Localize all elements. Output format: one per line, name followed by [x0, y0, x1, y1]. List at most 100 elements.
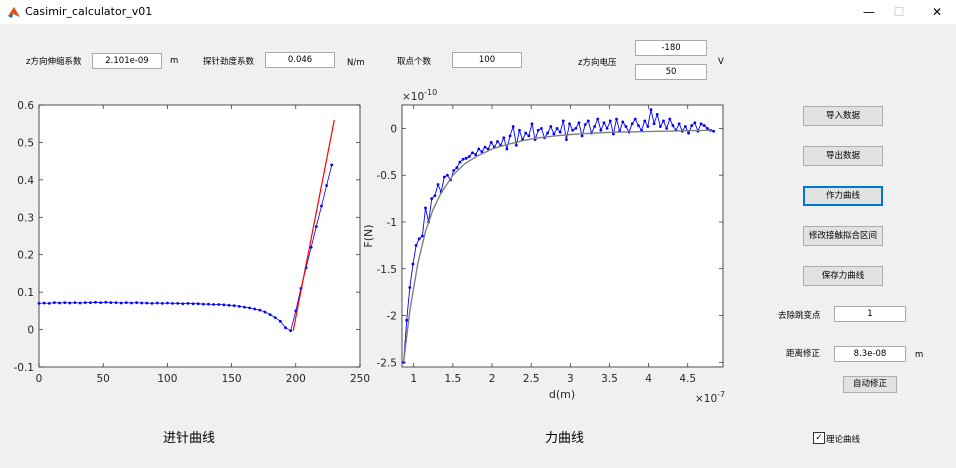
approach-data-point [263, 310, 267, 314]
approach-data-point [150, 301, 154, 305]
force-data-point [677, 122, 681, 126]
force-data-point [565, 138, 568, 142]
voltage-input-1[interactable]: -180 [635, 40, 707, 56]
plot-force-button[interactable]: 作力曲线 [803, 186, 883, 206]
force-x-exponent: ×10-7 [695, 390, 725, 405]
matlab-icon [8, 7, 20, 18]
force-data-point [467, 155, 471, 158]
force-data-point [690, 124, 694, 127]
approach-data-point [201, 302, 205, 306]
approach-data-point [145, 301, 149, 305]
force-data-point [558, 130, 562, 134]
force-data-point [518, 128, 521, 132]
approach-data-point [171, 301, 174, 305]
voltage-label: z方向电压 [578, 58, 617, 68]
force-series-measured [403, 109, 714, 363]
force-data-point [405, 318, 409, 322]
theory-curve-checkbox[interactable]: ✓ [813, 432, 825, 444]
force-data-point [605, 126, 609, 130]
force-data-point [483, 145, 487, 149]
force-data-point [539, 126, 543, 130]
force-data-point [658, 125, 662, 128]
title-bar: Casimir_calculator_v01 — ☐ ✕ [0, 0, 956, 24]
approach-data-point [330, 163, 334, 167]
approach-data-point [166, 301, 169, 305]
auto-correct-button[interactable]: 自动修正 [843, 376, 897, 393]
force-data-point [712, 129, 716, 133]
approach-data-point [63, 301, 67, 305]
force-data-point [649, 108, 653, 112]
force-data-point [546, 131, 550, 135]
approach-data-point [309, 245, 313, 249]
minimize-button[interactable]: — [863, 5, 875, 19]
force-ytick-label: 0 [390, 123, 397, 135]
force-data-point [474, 153, 477, 156]
approach-data-point [320, 204, 323, 208]
force-data-point [458, 160, 462, 164]
approach-data-point [186, 301, 190, 305]
force-data-point [684, 125, 687, 128]
force-data-point [430, 197, 434, 200]
maximize-button[interactable]: ☐ [893, 5, 905, 19]
stiffness-label: 探针劲度系数 [203, 57, 255, 67]
force-data-point [461, 157, 465, 161]
voltage-unit: V [718, 57, 724, 67]
save-force-button[interactable]: 保存力曲线 [803, 266, 883, 286]
export-data-button[interactable]: 导出数据 [803, 146, 883, 166]
approach-ytick-label: 0.1 [17, 287, 34, 299]
z-coef-label: z方向伸缩系数 [26, 57, 82, 67]
approach-data-point [248, 306, 251, 310]
force-data-point [414, 243, 418, 247]
approach-data-point [58, 301, 61, 305]
remove-jump-input[interactable]: 1 [834, 306, 906, 322]
force-xtick-label: 1.5 [445, 373, 462, 385]
approach-ytick-label: 0.4 [17, 175, 34, 187]
approach-ytick-label: 0.6 [17, 100, 34, 112]
approach-data-point [227, 303, 231, 307]
force-data-point [586, 119, 590, 123]
force-data-point [662, 119, 665, 123]
force-data-point [436, 183, 440, 186]
stiffness-input[interactable]: 0.046 [265, 52, 335, 68]
force-data-point [608, 119, 612, 123]
approach-data-point [130, 301, 133, 305]
approach-data-point [253, 307, 257, 311]
force-plot-area [401, 104, 724, 368]
force-data-point [455, 166, 459, 170]
force-data-point [411, 262, 415, 266]
approach-data-point [42, 301, 46, 305]
approach-data-point [273, 316, 277, 319]
force-data-point [599, 128, 603, 132]
voltage-input-2[interactable]: 50 [635, 64, 707, 80]
distance-corr-input[interactable]: 8.3e-08 [834, 346, 906, 362]
approach-data-point [237, 304, 241, 308]
approach-data-point [289, 329, 293, 333]
force-series-theory [402, 129, 712, 363]
force-data-point [633, 117, 637, 121]
approach-data-point [53, 301, 56, 305]
points-input[interactable]: 100 [452, 52, 522, 68]
z-coef-input[interactable]: 2.101e-09 [92, 53, 162, 69]
force-data-point [687, 131, 690, 135]
force-data-point [568, 122, 571, 126]
force-data-point [486, 147, 490, 151]
force-data-point [668, 117, 672, 121]
approach-data-point [222, 303, 226, 307]
force-data-point [693, 121, 697, 125]
approach-data-point [37, 301, 41, 305]
points-label: 取点个数 [397, 57, 432, 67]
stiffness-unit: N/m [347, 58, 365, 68]
modify-fit-range-button[interactable]: 修改接触拟合区间 [803, 226, 883, 246]
approach-data-point [78, 301, 82, 305]
approach-series-fit [292, 119, 335, 331]
force-data-point [552, 132, 556, 136]
z-coef-unit: m [170, 56, 179, 66]
force-data-point [577, 121, 581, 125]
import-data-button[interactable]: 导入数据 [803, 106, 883, 126]
force-data-point [593, 125, 596, 128]
close-button[interactable]: ✕ [931, 5, 943, 19]
force-data-point [420, 234, 424, 238]
approach-data-point [314, 225, 318, 229]
window-title: Casimir_calculator_v01 [25, 5, 153, 18]
